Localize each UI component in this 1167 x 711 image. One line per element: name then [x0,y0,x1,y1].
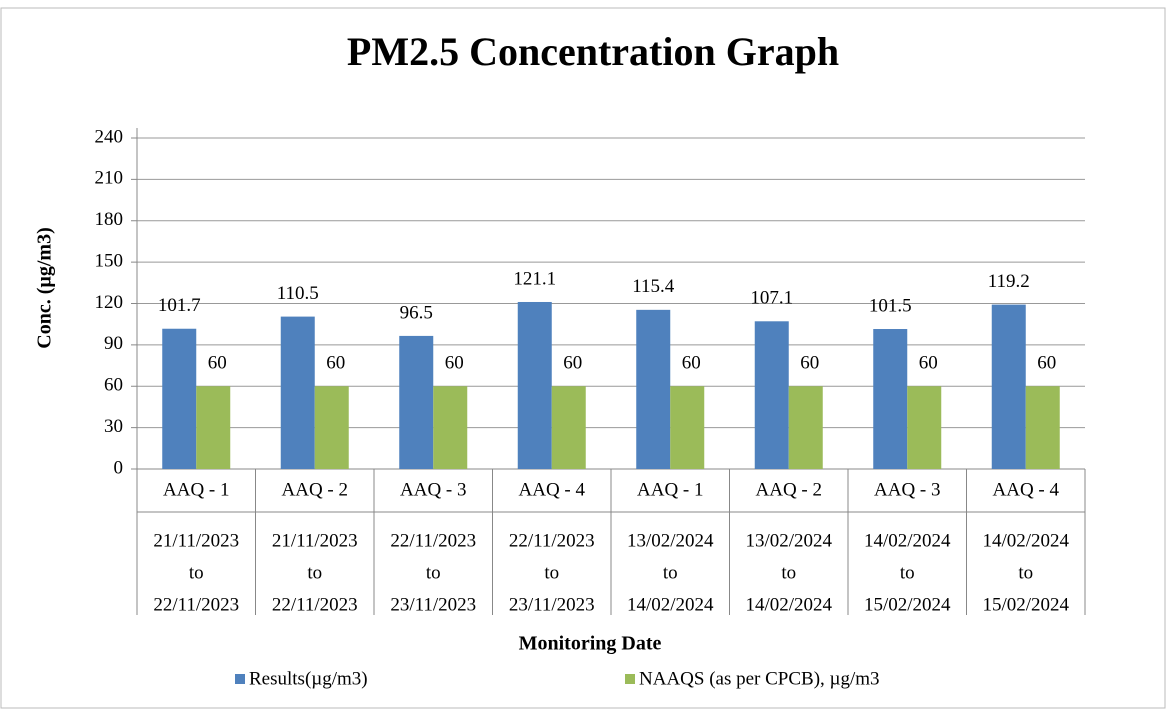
x-tick-label: AAQ - 2 [756,479,823,500]
bar [670,386,705,469]
value-label: 96.5 [400,302,433,323]
bar [399,335,434,469]
x-tick-date: 15/02/2024 [864,594,951,615]
y-tick-label: 0 [114,457,124,478]
x-tick-date: 14/02/2024 [627,594,714,615]
value-label: 101.7 [158,295,201,316]
x-tick-date: to [1018,562,1033,583]
bar [907,386,942,469]
y-tick-label: 90 [104,333,123,354]
bar [196,386,231,469]
x-tick-date: to [307,562,322,583]
x-tick-label: AAQ - 1 [163,479,230,500]
value-label: 60 [208,353,227,374]
x-tick-date: to [544,562,559,583]
bar [280,316,315,469]
x-axis-title: Monitoring Date [519,633,662,655]
value-label: 121.1 [513,268,556,289]
x-tick-date: 21/11/2023 [153,530,239,551]
x-tick-date: to [426,562,441,583]
x-tick-date: 23/11/2023 [390,594,476,615]
value-label: 115.4 [632,276,675,297]
x-tick-date: to [663,562,678,583]
x-tick-date: to [189,562,204,583]
x-tick-date: 22/11/2023 [390,530,476,551]
x-tick-date: 22/11/2023 [272,594,358,615]
y-tick-label: 240 [95,126,124,147]
bar [517,301,552,469]
y-tick-label: 30 [104,416,123,437]
x-tick-date: 14/02/2024 [745,594,832,615]
x-tick-date: 22/11/2023 [509,530,595,551]
value-label: 119.2 [988,271,1030,292]
bar [1025,386,1060,469]
bar [991,304,1026,469]
value-label: 60 [563,353,582,374]
value-label: 107.1 [750,288,793,309]
x-tick-date: to [900,562,915,583]
y-tick-label: 180 [95,209,124,230]
value-label: 60 [445,353,464,374]
x-tick-date: 15/02/2024 [982,594,1069,615]
x-tick-date: 22/11/2023 [153,594,239,615]
x-tick-label: AAQ - 4 [993,479,1060,500]
x-tick-date: to [781,562,796,583]
bar [754,321,789,469]
y-tick-label: 210 [95,168,124,189]
x-tick-date: 14/02/2024 [864,530,951,551]
value-label: 110.5 [277,283,319,304]
value-label: 60 [326,353,345,374]
x-tick-label: AAQ - 1 [637,479,704,500]
x-tick-date: 21/11/2023 [272,530,358,551]
x-tick-date: 14/02/2024 [982,530,1069,551]
x-tick-label: AAQ - 3 [400,479,467,500]
value-label: 60 [800,353,819,374]
y-tick-label: 150 [95,250,124,271]
bar [314,386,349,469]
bar [162,328,197,469]
value-label: 60 [1037,353,1056,374]
bar [636,309,671,469]
x-tick-label: AAQ - 4 [519,479,586,500]
x-tick-date: 13/02/2024 [627,530,714,551]
y-axis-title: Conc. (µg/m3) [34,227,56,349]
bar [873,329,908,469]
value-label: 60 [919,353,938,374]
chart-title: PM2.5 Concentration Graph [347,29,839,74]
x-tick-label: AAQ - 3 [874,479,941,500]
bar [551,386,586,469]
x-tick-date: 13/02/2024 [745,530,832,551]
legend-label: NAAQS (as per CPCB), µg/m3 [639,668,880,689]
y-tick-label: 60 [104,375,123,396]
bar [788,386,823,469]
value-label: 60 [682,353,701,374]
legend-label: Results(µg/m3) [249,668,368,689]
bar [433,386,468,469]
value-label: 101.5 [869,295,912,316]
x-tick-date: 23/11/2023 [509,594,595,615]
legend-swatch [235,674,245,684]
y-tick-label: 120 [95,292,124,313]
x-tick-label: AAQ - 2 [282,479,349,500]
legend-swatch [625,674,635,684]
